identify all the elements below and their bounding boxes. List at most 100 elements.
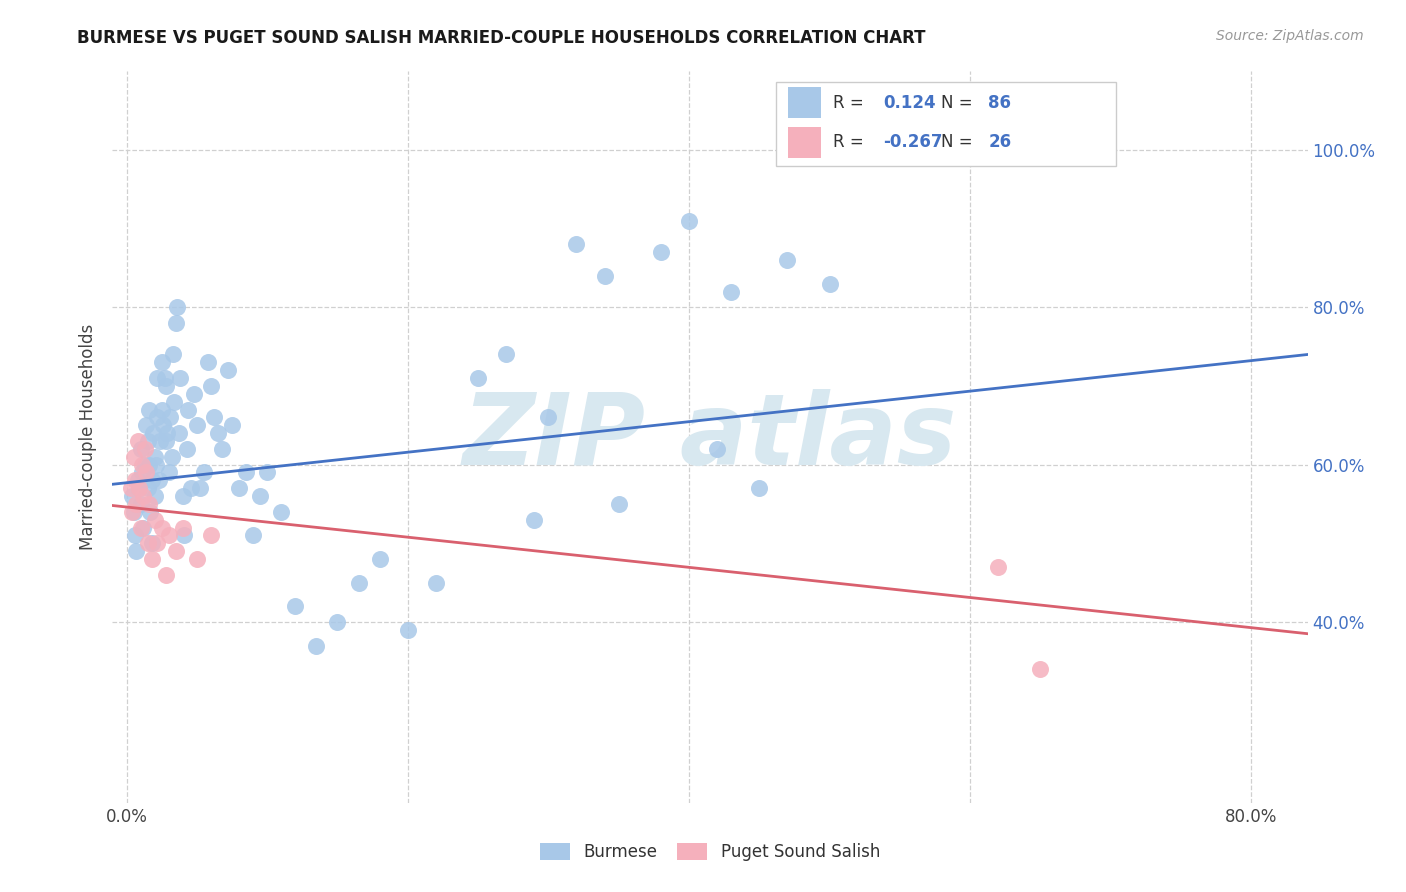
- Point: [129, 520, 152, 534]
- Point: [270, 505, 292, 519]
- Point: [152, 418, 174, 433]
- Point: [141, 473, 163, 487]
- Point: [607, 497, 630, 511]
- Point: [396, 623, 419, 637]
- Point: [720, 285, 742, 299]
- Point: [183, 387, 205, 401]
- Text: Source: ZipAtlas.com: Source: ZipAtlas.com: [1216, 29, 1364, 43]
- Point: [173, 528, 195, 542]
- Point: [326, 615, 349, 629]
- Point: [249, 489, 271, 503]
- Point: [143, 489, 166, 503]
- Point: [127, 473, 149, 487]
- Point: [565, 237, 588, 252]
- Point: [242, 528, 264, 542]
- Point: [138, 458, 160, 472]
- Point: [177, 402, 200, 417]
- Point: [134, 442, 156, 456]
- Point: [129, 442, 152, 456]
- Point: [149, 434, 172, 448]
- Bar: [787, 87, 821, 118]
- Point: [368, 552, 391, 566]
- Point: [136, 481, 159, 495]
- Point: [156, 426, 179, 441]
- Point: [347, 575, 370, 590]
- Point: [128, 481, 150, 495]
- Text: BURMESE VS PUGET SOUND SALISH MARRIED-COUPLE HOUSEHOLDS CORRELATION CHART: BURMESE VS PUGET SOUND SALISH MARRIED-CO…: [77, 29, 925, 46]
- Point: [146, 536, 169, 550]
- Point: [142, 426, 165, 441]
- Point: [166, 301, 188, 315]
- Point: [495, 347, 517, 361]
- Point: [172, 489, 194, 503]
- Point: [135, 466, 157, 480]
- Point: [200, 379, 222, 393]
- Point: [537, 410, 560, 425]
- Point: [305, 639, 328, 653]
- Text: R =: R =: [834, 94, 869, 112]
- Point: [256, 466, 278, 480]
- FancyBboxPatch shape: [776, 82, 1116, 167]
- Point: [136, 434, 159, 448]
- Bar: [787, 127, 821, 158]
- Point: [125, 497, 148, 511]
- Point: [138, 402, 160, 417]
- Text: N =: N =: [941, 94, 977, 112]
- Point: [186, 418, 208, 433]
- Legend: Burmese, Puget Sound Salish: Burmese, Puget Sound Salish: [533, 836, 887, 868]
- Point: [131, 458, 153, 472]
- Point: [593, 268, 616, 283]
- Point: [678, 214, 700, 228]
- Point: [217, 363, 239, 377]
- Point: [122, 505, 145, 519]
- Point: [138, 497, 160, 511]
- Point: [135, 418, 157, 433]
- Point: [150, 402, 173, 417]
- Point: [987, 559, 1010, 574]
- Point: [124, 528, 146, 542]
- Point: [157, 528, 180, 542]
- Point: [235, 466, 257, 480]
- Point: [157, 466, 180, 480]
- Text: -0.267: -0.267: [883, 133, 943, 152]
- Point: [153, 371, 176, 385]
- Point: [1029, 662, 1052, 676]
- Point: [167, 426, 190, 441]
- Text: 86: 86: [988, 94, 1011, 112]
- Point: [146, 410, 169, 425]
- Point: [748, 481, 770, 495]
- Point: [221, 418, 243, 433]
- Point: [180, 481, 202, 495]
- Point: [818, 277, 841, 291]
- Point: [228, 481, 250, 495]
- Point: [143, 450, 166, 464]
- Point: [122, 450, 145, 464]
- Point: [141, 552, 163, 566]
- Point: [132, 520, 155, 534]
- Point: [134, 458, 156, 472]
- Point: [207, 426, 229, 441]
- Point: [163, 394, 186, 409]
- Point: [150, 355, 173, 369]
- Point: [165, 544, 187, 558]
- Point: [165, 316, 187, 330]
- Text: 0.124: 0.124: [883, 94, 936, 112]
- Point: [523, 513, 546, 527]
- Text: R =: R =: [834, 133, 869, 152]
- Point: [188, 481, 211, 495]
- Point: [172, 520, 194, 534]
- Point: [148, 473, 170, 487]
- Point: [202, 410, 225, 425]
- Point: [121, 505, 143, 519]
- Point: [125, 544, 148, 558]
- Point: [211, 442, 233, 456]
- Text: ZIP atlas: ZIP atlas: [463, 389, 957, 485]
- Point: [141, 536, 163, 550]
- Point: [160, 450, 183, 464]
- Point: [127, 434, 149, 448]
- Point: [132, 489, 155, 503]
- Point: [143, 513, 166, 527]
- Point: [176, 442, 198, 456]
- Point: [169, 371, 191, 385]
- Text: 26: 26: [988, 133, 1011, 152]
